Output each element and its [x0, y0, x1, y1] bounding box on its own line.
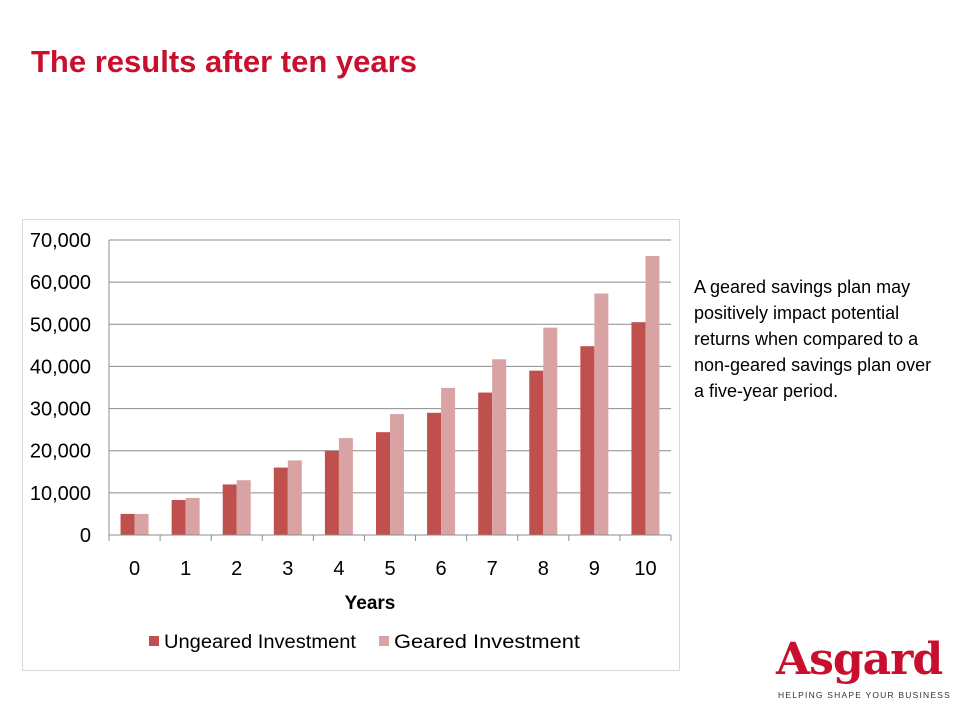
x-tick-label: 4: [333, 558, 344, 580]
x-tick-label: 7: [487, 558, 498, 580]
x-tick-label: 2: [231, 558, 242, 580]
axes: [108, 240, 672, 541]
y-tick-label: 30,000: [30, 399, 91, 421]
y-tick-label: 10,000: [30, 483, 91, 505]
gridlines: [109, 239, 671, 494]
bar-ungeared: [529, 370, 544, 535]
bar-ungeared: [273, 467, 288, 535]
y-tick-label: 20,000: [30, 441, 91, 463]
y-tick-label: 0: [80, 525, 91, 547]
legend-swatch: [149, 636, 159, 646]
bar-ungeared: [222, 484, 237, 535]
y-tick-label: 50,000: [30, 314, 91, 336]
x-tick-label: 9: [589, 558, 600, 580]
legend-label: Ungeared Investment: [164, 632, 357, 653]
bar-geared: [236, 480, 251, 535]
x-tick-label: 1: [180, 558, 191, 580]
bars: [120, 256, 660, 535]
x-axis-title: Years: [345, 593, 396, 614]
legend-label: Geared Investment: [394, 632, 581, 653]
logo-wordmark: Asgard: [776, 634, 943, 685]
page-title: The results after ten years: [31, 44, 417, 79]
x-tick-label: 0: [129, 558, 140, 580]
bar-geared: [185, 497, 200, 535]
bar-geared: [441, 387, 456, 535]
axis-labels: 0 10,000 20,000 30,000 40,000 50,000 60,000 70,…: [30, 230, 657, 614]
y-tick-label: 40,000: [30, 356, 91, 378]
x-tick-label: 10: [634, 558, 656, 580]
bar-ungeared: [324, 450, 339, 535]
bar-geared: [543, 327, 558, 535]
bar-ungeared: [376, 432, 390, 535]
y-tick-label: 60,000: [30, 272, 91, 294]
bar-ungeared: [478, 392, 493, 535]
description-text: A geared savings plan may positively imp…: [694, 277, 932, 401]
x-tick-label: 6: [436, 558, 447, 580]
asgard-logo: Asgard HELPING SHAPE YOUR BUSINESS: [770, 634, 950, 705]
bar-geared: [338, 438, 353, 535]
bar-geared: [287, 460, 302, 535]
bar-geared: [492, 359, 507, 535]
bar-chart: 0 10,000 20,000 30,000 40,000 50,000 60,000 70,…: [30, 230, 672, 653]
legend: Ungeared Investment Geared Investment: [149, 632, 581, 653]
chart-container: 0 10,000 20,000 30,000 40,000 50,000 60,000 70,…: [22, 219, 680, 671]
bar-ungeared: [171, 500, 186, 535]
logo-tagline: HELPING SHAPE YOUR BUSINESS: [778, 690, 952, 700]
x-tick-label: 5: [384, 558, 395, 580]
bar-ungeared: [580, 346, 595, 535]
x-tick-label: 3: [282, 558, 293, 580]
bar-geared: [134, 513, 149, 535]
bar-ungeared: [631, 322, 646, 535]
bar-geared: [390, 414, 404, 535]
bar-ungeared: [427, 412, 442, 535]
legend-swatch: [379, 636, 389, 646]
bar-geared: [594, 293, 609, 535]
x-tick-label: 8: [538, 558, 549, 580]
bar-geared: [645, 256, 660, 535]
y-tick-label: 70,000: [30, 230, 91, 252]
bar-ungeared: [120, 513, 135, 535]
